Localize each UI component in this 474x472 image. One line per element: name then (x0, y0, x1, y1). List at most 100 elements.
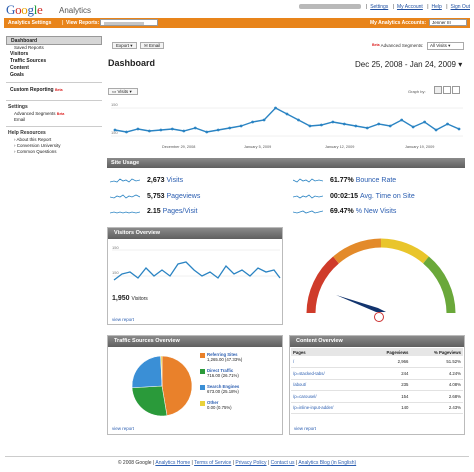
account-nav-bar: Analytics Settings | View Reports: My An… (4, 18, 470, 28)
x-axis-label: January 12, 2009 (325, 145, 354, 149)
advanced-segments-label: Beta Advanced Segments: (372, 43, 424, 48)
footer: © 2008 Google | Analytics Home | Terms o… (117, 460, 357, 466)
sidebar-item-dashboard[interactable]: Dashboard (6, 36, 102, 45)
legend-referring: Referring Sites 1,265.00 (47.33%) (200, 352, 242, 362)
help-common-questions[interactable]: › Common Questions (14, 149, 57, 154)
visits-point (285, 112, 289, 116)
export-button[interactable]: Export ▾ (112, 42, 137, 49)
sidebar-item-goals[interactable]: Goals (10, 72, 24, 78)
footer-link[interactable]: Analytics Home (155, 460, 191, 466)
analytics-settings-link[interactable]: Analytics Settings (8, 20, 52, 26)
help-heading: Help Resources (8, 130, 46, 136)
gauge-needle (336, 295, 386, 312)
x-axis-label: December 29, 2008 (162, 145, 195, 149)
pages-visit-sparkline (110, 211, 140, 214)
graph-by-day-button[interactable] (434, 86, 442, 94)
column-header: % Pageviews (410, 348, 463, 356)
page-link[interactable]: /p=carousel/ (291, 390, 367, 403)
date-range-picker[interactable]: Dec 25, 2008 - Jan 24, 2009 ▾ (355, 60, 463, 69)
sidebar-item-advanced-segments[interactable]: Advanced Segments Beta (14, 111, 65, 116)
visits-point (113, 128, 117, 132)
sidebar-item-traffic-sources[interactable]: Traffic Sources (10, 58, 47, 64)
usage-bounce-rate[interactable]: 61.77% Bounce Rate (293, 176, 463, 186)
usage-avg-time[interactable]: 00:02:15 Avg. Time on Site (293, 192, 463, 202)
sidebar-item-visitors[interactable]: Visitors (10, 51, 29, 57)
footer-link[interactable]: Terms of Service (194, 460, 232, 466)
site-usage-heading: Site Usage (107, 158, 465, 168)
table-row: /p=carousel/ 154 2.68% (291, 390, 463, 403)
metric-select[interactable]: ▭ Visits ▾ (108, 88, 138, 95)
product-name: Analytics (59, 6, 92, 15)
visits-point (148, 129, 151, 133)
y-axis-bottom-label: 150 (112, 270, 119, 275)
page-link[interactable]: /about/ (291, 379, 367, 391)
y-axis-bottom-label: 150 (111, 130, 118, 135)
page-link[interactable]: /p=inline-input-adder/ (291, 402, 367, 414)
visits-point (400, 118, 404, 122)
visits-point (457, 127, 461, 131)
sign-out-link[interactable]: Sign Out (450, 4, 470, 10)
graph-by-label: Graph by: (408, 89, 426, 94)
usage-pageviews[interactable]: 5,753 Pageviews (110, 192, 280, 202)
pie-slice (160, 355, 163, 387)
visitors-total: 1,950 Visitors (112, 295, 148, 302)
settings-link[interactable]: Settings (370, 4, 389, 10)
content-view-report-link[interactable]: view report (294, 426, 317, 431)
help-link[interactable]: Help (431, 4, 442, 10)
view-reports-label: View Reports: (66, 20, 100, 26)
column-header: Pageviews (366, 348, 411, 356)
visits-point (251, 120, 255, 124)
page-link[interactable]: /p=stacked-tabs/ (291, 367, 367, 380)
visits-point (262, 118, 266, 122)
traffic-sources-heading: Traffic Sources Overview (108, 336, 282, 347)
traffic-pie-chart (131, 355, 193, 417)
bounce-rate-sparkline (293, 178, 323, 183)
footer-link[interactable]: Analytics Blog (in English) (298, 460, 357, 466)
visitors-view-report-link[interactable]: view report (112, 317, 135, 322)
new-visits-sparkline (293, 210, 323, 214)
top-links: | Settings | My Account | Help | Sign Out (296, 4, 470, 10)
legend-direct: Direct Traffic 716.00 (26.71%) (200, 368, 239, 378)
table-row: /p=inline-input-adder/ 140 2.43% (291, 402, 463, 414)
visits-point (205, 130, 209, 134)
visits-point (320, 123, 323, 127)
graph-by-week-button[interactable] (443, 86, 451, 94)
my-account-link[interactable]: My Account (396, 4, 423, 10)
pie-slice (131, 385, 168, 417)
visits-point (342, 122, 346, 126)
traffic-view-report-link[interactable]: view report (112, 426, 135, 431)
help-about-report[interactable]: › About this Report (14, 137, 52, 142)
visits-point (125, 130, 128, 134)
sidebar-item-email[interactable]: Email (14, 117, 26, 122)
x-axis-label: January 5, 2009 (244, 145, 271, 149)
google-analytics-logo[interactable]: Google (6, 2, 43, 17)
visits-point (274, 106, 277, 110)
page-link[interactable]: / (291, 356, 367, 368)
visits-sparkline (110, 178, 140, 183)
footer-link[interactable]: Privacy Policy (235, 460, 267, 466)
sidebar: Dashboard Saved Reports Visitors Traffic… (6, 36, 102, 155)
help-conversion-university[interactable]: › Conversion University (14, 143, 61, 148)
segments-select[interactable]: All Visits ▾ (427, 42, 464, 50)
content-overview-panel: Content Overview Pages Pageviews % Pagev… (289, 335, 465, 435)
sidebar-item-custom-reporting[interactable]: Custom Reporting Beta (10, 87, 63, 93)
my-accounts-label: My Analytics Accounts: (370, 20, 427, 26)
visitors-overview-heading: Visitors Overview (108, 228, 282, 239)
email-button[interactable]: ✉ Email (140, 42, 165, 49)
graph-by-month-button[interactable] (452, 86, 460, 94)
footer-link[interactable]: Contact us (270, 460, 295, 466)
page-title: Dashboard (108, 58, 156, 68)
y-axis-top-label: 150 (112, 245, 119, 250)
account-select[interactable]: Jenner III (429, 19, 467, 26)
profile-select[interactable] (100, 19, 158, 26)
visits-point (377, 122, 381, 126)
sidebar-item-saved-reports[interactable]: Saved Reports (14, 45, 44, 50)
table-row: /p=stacked-tabs/ 244 4.24% (291, 367, 463, 380)
usage-new-visits[interactable]: 69.47% % New Visits (293, 207, 463, 217)
visits-point (216, 128, 220, 132)
table-row: /about/ 235 4.08% (291, 379, 463, 391)
usage-visits[interactable]: 2,673 Visits (110, 176, 280, 186)
sidebar-item-content[interactable]: Content (10, 65, 29, 71)
legend-other: Other 0.00 (0.75%) (200, 400, 232, 410)
usage-pages-visit[interactable]: 2.15 Pages/Visit (110, 207, 280, 217)
